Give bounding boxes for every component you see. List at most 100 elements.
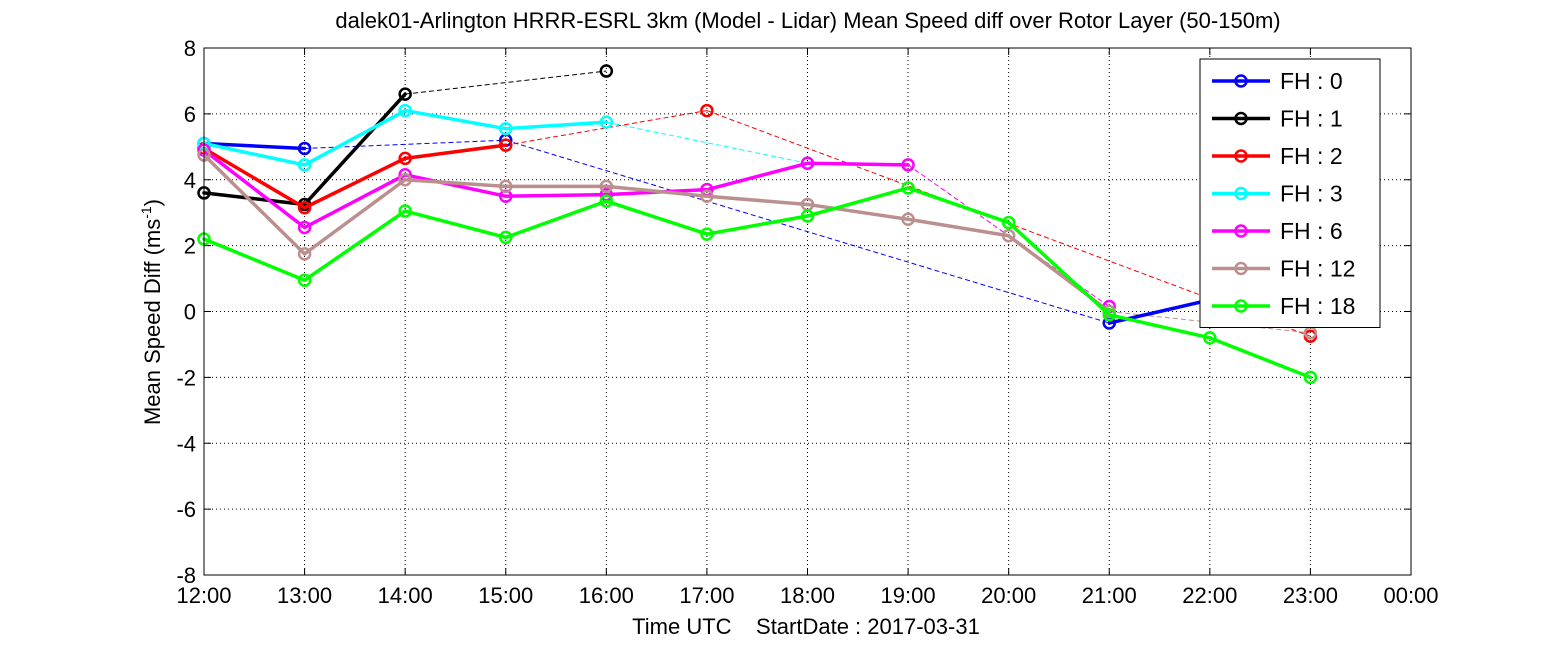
series-line-segment	[202, 148, 307, 230]
y-tick-label: 8	[184, 36, 196, 61]
data-point	[700, 227, 714, 241]
y-tick-label: -8	[176, 563, 196, 588]
data-point	[499, 121, 513, 136]
legend: FH : 0 FH : 1 FH : 2 FH : 3 FH : 6 FH : 12 FH …	[1199, 58, 1381, 328]
data-point	[398, 87, 412, 101]
legend-swatch-marker	[1234, 261, 1248, 276]
data-point	[1001, 215, 1016, 230]
series-line-segment	[1006, 220, 1111, 317]
x-tick-label: 15:00	[478, 583, 533, 608]
legend-label: FH : 18	[1280, 293, 1355, 319]
y-tick-label: -2	[176, 365, 196, 390]
series-line-segment	[403, 178, 508, 189]
data-point	[297, 141, 312, 156]
y-axis-label: Mean Speed Diff (ms-1)	[138, 199, 165, 425]
series-line-segment	[705, 161, 810, 192]
series-line-segment	[302, 156, 407, 210]
data-point	[901, 212, 915, 227]
x-tick-label: 16:00	[579, 583, 634, 608]
data-point	[297, 200, 312, 215]
data-point	[599, 194, 614, 208]
series-line-segment	[302, 92, 407, 207]
series-line-segment	[202, 146, 307, 210]
legend-label: FH : 0	[1280, 68, 1343, 94]
series-line-segment	[705, 214, 810, 236]
x-tick-label: 21:00	[1082, 583, 1137, 608]
legend-swatch-marker	[1234, 186, 1248, 201]
series-gap-segment	[505, 139, 1110, 324]
y-tick-label: -4	[176, 431, 196, 456]
data-point	[599, 179, 614, 194]
series-line-segment	[302, 178, 407, 256]
data-point	[700, 189, 714, 203]
legend-item: FH : 0	[1212, 68, 1343, 94]
data-point	[499, 179, 513, 194]
series-line-segment	[504, 192, 609, 198]
data-point	[499, 138, 513, 152]
y-tick-label: 2	[184, 234, 196, 259]
legend-label: FH : 2	[1280, 143, 1343, 169]
legend-label: FH : 1	[1280, 106, 1343, 132]
series-gap-segment	[405, 70, 607, 95]
data-point	[297, 273, 312, 287]
data-point	[1102, 308, 1116, 322]
series-line-segment	[403, 108, 508, 131]
series-gap-segment	[505, 110, 708, 146]
series-line-segment	[202, 141, 307, 151]
series-gap-segment	[606, 121, 808, 164]
legend-swatch-marker	[1234, 299, 1248, 313]
series-line-segment	[604, 199, 709, 236]
x-axis: 12:00 13:00 14:00 15:00 16:00 17:00 18:00 19:00…	[176, 48, 1439, 608]
y-tick-label: 6	[184, 102, 196, 127]
series-line-segment	[403, 173, 508, 198]
series-line-segment	[805, 202, 910, 222]
data-point	[499, 230, 513, 245]
series-line-segment	[302, 173, 407, 230]
data-point	[599, 115, 614, 129]
data-point	[599, 64, 614, 78]
series-line-segment	[504, 120, 609, 131]
legend-swatch-marker	[1234, 149, 1248, 163]
series-0	[197, 133, 1217, 330]
series-line-segment	[202, 153, 307, 256]
series-lines	[197, 64, 1318, 385]
data-point	[800, 156, 815, 171]
data-point	[800, 209, 815, 223]
data-point	[901, 158, 915, 172]
legend-item: FH : 18	[1212, 293, 1355, 319]
data-point	[1203, 331, 1217, 345]
y-axis-label-main: Mean Speed Diff (ms	[140, 219, 165, 425]
data-point	[1001, 228, 1016, 243]
x-tick-label: 12:00	[176, 583, 231, 608]
data-point	[398, 103, 412, 118]
x-tick-label: 18:00	[780, 583, 835, 608]
series-line-segment	[504, 199, 609, 240]
x-tick-label: 13:00	[277, 583, 332, 608]
y-tick-label: 4	[184, 168, 196, 193]
series-line-segment	[1107, 313, 1212, 340]
series-line-segment	[906, 217, 1011, 238]
series-line-segment	[705, 194, 810, 207]
legend-swatch-marker	[1234, 224, 1248, 238]
series-4	[197, 143, 1116, 314]
series-line-segment	[403, 143, 508, 161]
data-point	[297, 158, 312, 172]
x-tick-label: 20:00	[981, 583, 1036, 608]
x-tick-label: 14:00	[378, 583, 433, 608]
x-tick-label: 23:00	[1283, 583, 1338, 608]
y-axis: -8 -6 -4 -2 0 2 4 6 8	[176, 36, 1411, 588]
x-tick-label: 17:00	[679, 583, 734, 608]
legend-item: FH : 1	[1212, 106, 1343, 132]
series-line-segment	[202, 237, 307, 282]
legend-label: FH : 3	[1280, 181, 1343, 207]
legend-item: FH : 6	[1212, 218, 1343, 244]
series-line-segment	[604, 184, 709, 198]
series-2	[197, 103, 1318, 343]
data-point	[398, 204, 412, 218]
series-line-segment	[906, 186, 1011, 225]
series-line-segment	[302, 209, 407, 282]
data-point	[297, 247, 312, 261]
legend-swatch-marker	[1234, 111, 1248, 126]
